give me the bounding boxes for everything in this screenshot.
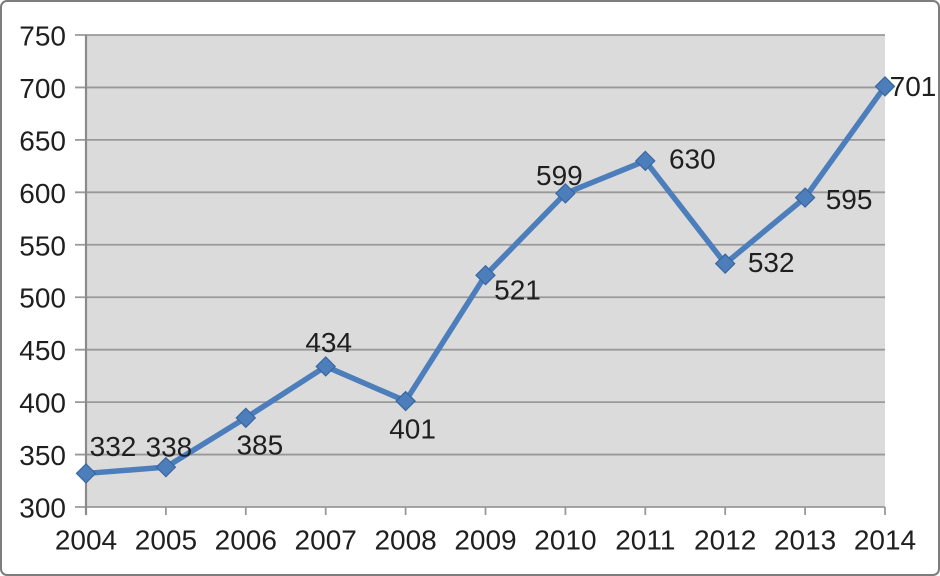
y-axis-tick-label: 650 [19,125,66,156]
data-point-marker [634,150,656,172]
x-axis-tick-label: 2009 [454,525,516,556]
data-point-marker [555,183,576,204]
data-label: 630 [669,143,716,174]
data-label: 385 [236,429,283,460]
y-axis-tick-label: 600 [19,178,66,209]
data-point-marker [75,463,97,484]
data-label: 701 [890,71,937,102]
data-point-marker [315,356,337,377]
y-axis-tick-label: 500 [19,283,66,314]
x-axis-tick-label: 2011 [615,525,675,556]
x-axis-tick-label: 2010 [534,525,596,556]
y-axis-tick-label: 300 [19,493,66,524]
x-axis-tick-label: 2008 [374,525,436,556]
data-label: 338 [146,432,193,463]
data-point-marker [395,390,416,412]
y-axis-tick-label: 700 [19,73,66,104]
data-label: 521 [494,275,541,306]
y-axis-tick-label: 400 [19,388,66,419]
data-label: 401 [389,414,436,445]
data-label: 332 [90,431,137,462]
data-point-marker [714,253,736,275]
y-axis-tick-label: 550 [19,230,66,261]
x-axis-tick-label: 2006 [215,525,277,556]
y-axis-tick-label: 750 [19,21,66,52]
x-axis-tick-label: 2004 [55,525,117,556]
data-point-marker [155,456,177,478]
data-label: 532 [748,247,795,278]
data-label: 595 [826,184,873,215]
x-axis-tick-label: 2014 [854,525,916,556]
x-axis-tick-label: 2013 [774,525,836,556]
data-point-marker [475,264,496,286]
y-axis-tick-label: 450 [19,335,66,366]
x-axis-tick-label: 2007 [295,525,357,556]
data-point-marker [794,187,816,208]
data-label: 434 [305,327,352,358]
x-axis-tick-label: 2005 [135,525,197,556]
y-axis-tick-label: 350 [19,440,66,471]
data-point-marker [874,76,896,97]
data-point-marker [235,407,257,429]
x-axis-tick-label: 2012 [694,525,756,556]
data-label: 599 [536,160,583,191]
